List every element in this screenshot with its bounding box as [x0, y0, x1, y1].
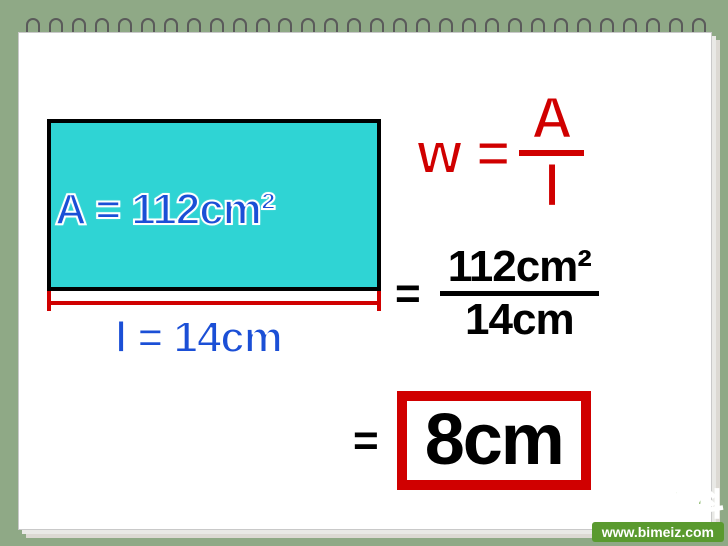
substitution-denominator: 14cm: [457, 296, 582, 344]
formula-w-equals-a-over-l: w = A l: [417, 93, 697, 213]
notepad-container: A = 112cm² l = 14cm w = A l = 112cm² 14c…: [18, 18, 710, 528]
watermark: 生活百科 www.bimeiz.com: [592, 480, 724, 542]
substitution-step: = 112cm² 14cm: [395, 243, 705, 344]
watermark-url: www.bimeiz.com: [592, 522, 724, 542]
formula-lhs: w =: [417, 120, 509, 187]
length-bracket: [47, 295, 381, 313]
equals-sign: =: [353, 416, 379, 466]
watermark-title: 生活百科: [592, 480, 724, 524]
notepad-paper: A = 112cm² l = 14cm w = A l = 112cm² 14c…: [18, 32, 712, 530]
equals-sign: =: [395, 269, 420, 319]
formula-numerator: A: [519, 90, 584, 150]
area-label: A = 112cm²: [55, 185, 275, 235]
result-step: = 8cm: [353, 391, 591, 490]
substitution-numerator: 112cm²: [440, 243, 599, 291]
formula-denominator: l: [532, 156, 571, 216]
substitution-fraction: 112cm² 14cm: [440, 243, 599, 344]
length-label: l = 14cm: [115, 313, 282, 363]
answer-box: 8cm: [397, 391, 591, 490]
formula-fraction: A l: [519, 90, 584, 216]
